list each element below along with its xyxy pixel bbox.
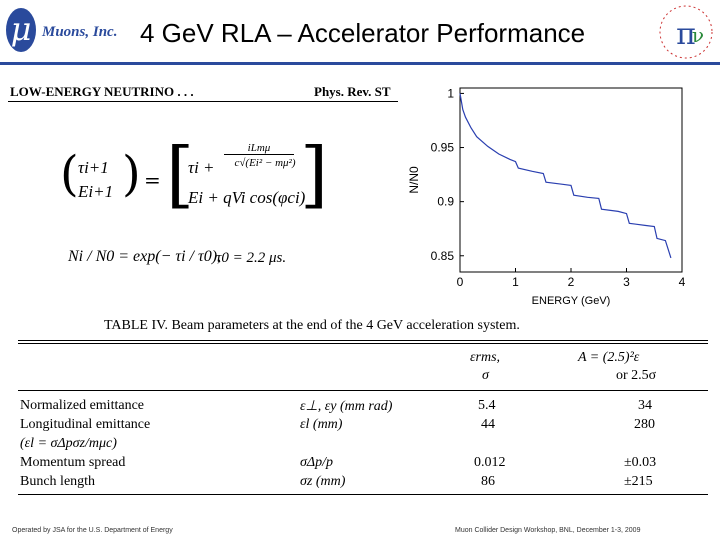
row-value-eps: 44 (481, 417, 495, 432)
paper-running-head-right: Phys. Rev. ST (314, 84, 391, 99)
svg-text:π: π (676, 17, 696, 52)
row-value-eps: 86 (481, 474, 495, 489)
row-symbol: ε⊥, εy (mm rad) (300, 399, 393, 414)
table-rule-top-2 (18, 343, 708, 344)
paper-header-rule (8, 101, 398, 102)
paren-right: ) (122, 146, 141, 202)
paper-running-head-left: LOW-ENERGY NEUTRINO . . . (10, 84, 194, 99)
col-header-a-sub: or 2.5σ (616, 368, 657, 383)
row-name: (εl = σΔpσz/mμc) (20, 436, 117, 451)
table-rule-bottom (18, 494, 708, 495)
svg-text:ν: ν (692, 23, 704, 47)
paren-left: ( (60, 146, 79, 202)
row-name: Longitudinal emittance (20, 417, 151, 432)
survival-chart: 0 1 2 3 4 0.85 0.9 0.95 1 ENERGY (GeV) N/N0 (407, 86, 686, 307)
row-symbol: εl (mm) (300, 417, 343, 432)
row-value-eps: 5.4 (478, 398, 496, 413)
x-tick-label: 1 (512, 275, 519, 289)
x-tick-label: 4 (679, 275, 686, 289)
footer-left: Operated by JSA for the U.S. Department … (12, 527, 173, 534)
x-axis-label: ENERGY (GeV) (532, 295, 611, 307)
bracket-left: [ (166, 132, 195, 216)
y-axis-label: N/N0 (407, 166, 421, 194)
table-title: TABLE IV. Beam parameters at the end of … (104, 318, 520, 333)
eq1-lhs-bottom: Ei+1 (78, 182, 114, 201)
pion-logo-icon: π ν (659, 5, 713, 59)
muons-logo-icon: μ (6, 8, 36, 52)
slide-title: 4 GeV RLA – Accelerator Performance (140, 18, 586, 48)
col-header-a: A = (2.5)²ε (578, 350, 640, 365)
plot-frame (459, 87, 683, 273)
row-name: Normalized emittance (20, 398, 144, 413)
y-tick-label: 0.85 (431, 249, 455, 263)
row-value-a: ±0.03 (624, 455, 657, 470)
y-tick-label: 0.9 (437, 195, 454, 209)
x-tick-label: 0 (457, 275, 464, 289)
muons-logo-text: Muons, Inc. (42, 24, 118, 40)
footer-right: Muon Collider Design Workshop, BNL, Dece… (455, 527, 641, 534)
equation-2: Ni / N0 = exp(− τi / τ0), (68, 248, 222, 265)
eq1-lhs-top: τi+1 (78, 158, 109, 177)
col-header-eps: εrms, (470, 350, 501, 365)
row-value-a: 280 (634, 417, 655, 432)
title-divider (0, 62, 720, 65)
x-tick-label: 3 (623, 275, 630, 289)
eq1-rhs-top: τi + (188, 158, 215, 177)
bracket-right: ] (300, 132, 329, 216)
eq1-fraction-numerator: iLmμ (224, 142, 294, 155)
row-value-eps: 0.012 (474, 455, 506, 470)
col-header-sigma: σ (482, 368, 489, 383)
eq1-rhs-bottom: Ei + qVi cos(φci) (188, 188, 306, 207)
series-line (459, 93, 672, 259)
row-value-a: ±215 (624, 474, 653, 489)
row-name: Momentum spread (20, 455, 126, 470)
row-symbol: σΔp/p (300, 455, 334, 470)
table-rule-top (18, 340, 708, 341)
equation-2-tau0: τ0 = 2.2 μs. (216, 250, 287, 266)
equation-1: ( τi+1 Ei+1 ) = [ τi + iLmμ c√(Ei² − mμ²… (60, 132, 340, 220)
y-tick-label: 1 (447, 86, 454, 100)
row-symbol: σz (mm) (300, 474, 346, 489)
y-tick-label: 0.95 (431, 141, 455, 155)
row-name: Bunch length (20, 474, 96, 489)
x-tick-label: 2 (568, 275, 575, 289)
eq1-equals: = (144, 168, 161, 192)
table-rule-mid (18, 390, 708, 391)
row-value-a: 34 (638, 398, 652, 413)
eq1-fraction-denominator: c√(Ei² − mμ²) (234, 157, 296, 169)
